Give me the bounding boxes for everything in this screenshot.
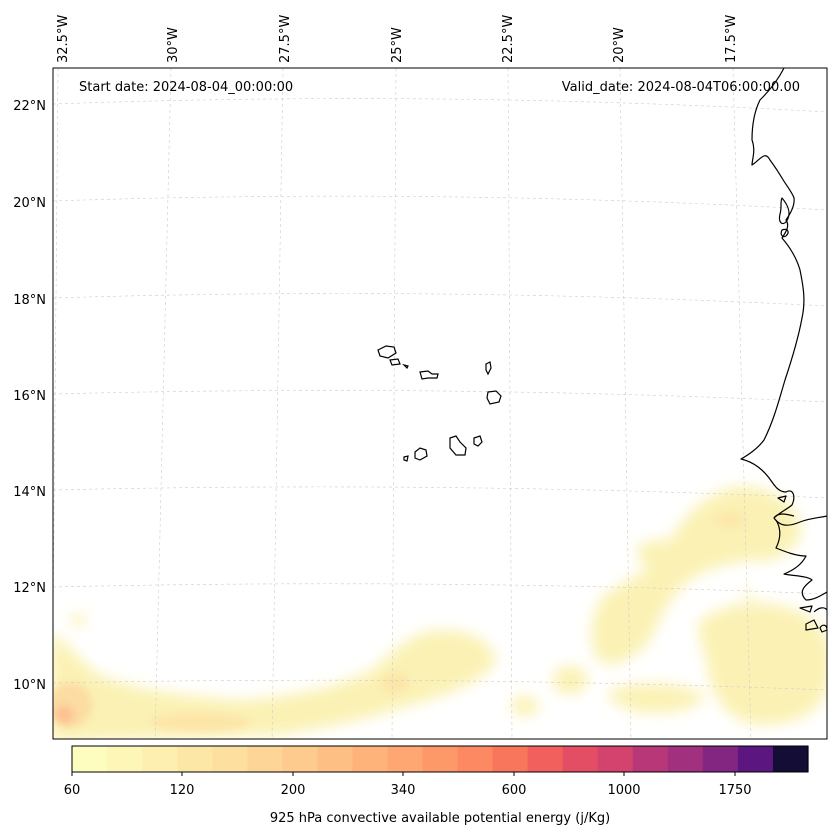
colorbar-swatch [177,746,213,772]
colorbar-swatch [72,746,108,772]
cape-verde-islands [377,345,502,462]
lon-label: 32.5°W [56,15,71,63]
colorbar-ticks [71,772,736,776]
lat-label: 14°N [13,485,46,500]
colorbar-swatch [212,746,248,772]
colorbar-swatch [387,746,424,772]
lon-label: 27.5°W [278,15,293,63]
colorbar-swatch [562,746,599,772]
colorbar-tick-label: 1000 [607,783,640,798]
colorbar-swatch [702,746,739,772]
colorbar-label: 925 hPa convective available potential e… [270,811,610,826]
cape-field [53,486,827,739]
coastline [740,68,827,633]
colorbar-frame [71,745,809,773]
valid-date-text: Valid_date: 2024-08-04T06:00:00.00 [562,80,800,95]
colorbar-tick-label: 120 [170,783,195,798]
colorbar-swatch [772,746,809,772]
colorbar-swatch [107,746,143,772]
colorbar-swatch [492,746,529,772]
lat-label: 16°N [13,389,46,404]
lat-label: 18°N [13,293,46,308]
colorbar-swatch [142,746,178,772]
colorbar-swatch [632,746,669,772]
colorbar-swatch [457,746,494,772]
colorbar-tick-label: 200 [281,783,306,798]
colorbar-tick-label: 1750 [718,783,751,798]
colorbar-swatch [597,746,634,772]
start-date-text: Start date: 2024-08-04_00:00:00 [79,80,293,95]
colorbar-swatch [667,746,704,772]
lat-label: 12°N [13,581,46,596]
colorbar: 60 120 200 340 600 1000 1750 925 hPa con… [64,745,809,826]
colorbar-tick-label: 60 [64,783,81,798]
colorbar-swatch [282,746,318,772]
map-area [53,68,827,739]
lat-label: 22°N [13,99,46,114]
colorbar-swatch [737,746,774,772]
lon-label: 17.5°W [724,15,739,63]
lon-label: 25°W [390,27,405,63]
lat-label: 10°N [13,678,46,693]
colorbar-tick-label: 600 [502,783,527,798]
graticule [53,68,827,739]
colorbar-tick-label: 340 [391,783,416,798]
map-content [53,68,827,739]
colorbar-swatch [317,746,353,772]
colorbar-swatches [72,746,809,772]
colorbar-swatch [247,746,283,772]
colorbar-swatch [352,746,389,772]
map-frame [52,67,828,740]
lat-label: 20°N [13,196,46,211]
lon-label: 22.5°W [501,15,516,63]
lon-label: 20°W [612,27,627,63]
longitude-labels: 32.5°W 30°W 27.5°W 25°W 22.5°W 20°W 17.5… [56,15,739,63]
colorbar-tick-labels: 60 120 200 340 600 1000 1750 [64,783,752,798]
latitude-labels: 22°N 20°N 18°N 16°N 14°N 12°N 10°N [13,99,46,693]
colorbar-swatch [422,746,459,772]
lon-label: 30°W [166,27,181,63]
colorbar-swatch [527,746,564,772]
